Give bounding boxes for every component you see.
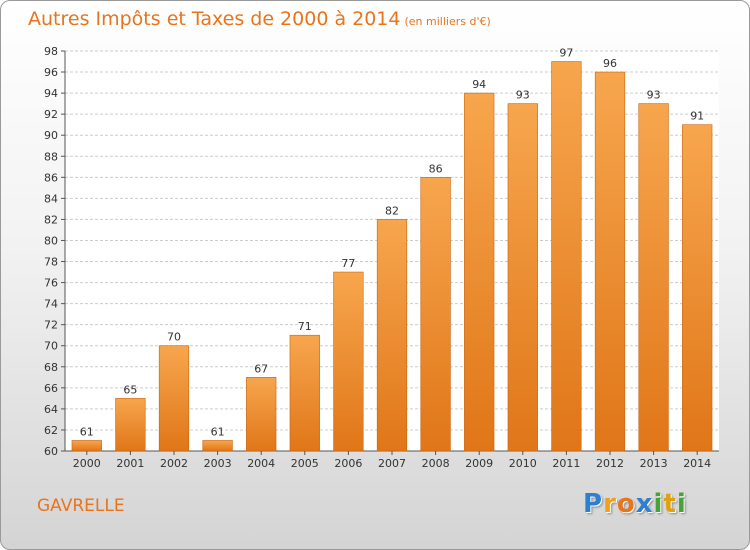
bar bbox=[333, 271, 364, 452]
data-label: 61 bbox=[80, 425, 94, 438]
y-tick-label: 98 bbox=[44, 45, 58, 58]
data-label: 61 bbox=[211, 425, 225, 438]
x-tick-label: 2010 bbox=[509, 457, 537, 470]
bar bbox=[202, 440, 233, 452]
data-label: 86 bbox=[429, 162, 443, 175]
x-tick-label: 2014 bbox=[683, 457, 711, 470]
data-label: 67 bbox=[254, 362, 268, 375]
chart-unit-note: (en milliers d'€) bbox=[404, 15, 491, 28]
y-tick-label: 82 bbox=[44, 213, 58, 226]
proxiti-logo: Proxiti bbox=[583, 489, 687, 519]
data-label: 71 bbox=[298, 320, 312, 333]
x-tick-label: 2009 bbox=[465, 457, 493, 470]
y-tick-label: 78 bbox=[44, 256, 58, 269]
data-label: 93 bbox=[647, 89, 661, 102]
data-label: 96 bbox=[603, 57, 617, 70]
y-tick-label: 80 bbox=[44, 234, 58, 247]
bar bbox=[507, 103, 538, 452]
y-tick-label: 76 bbox=[44, 277, 58, 290]
y-tick-label: 92 bbox=[44, 108, 58, 121]
chart-title: Autres Impôts et Taxes de 2000 à 2014 (en… bbox=[28, 8, 491, 30]
x-tick-label: 2007 bbox=[378, 457, 406, 470]
bar bbox=[594, 71, 626, 452]
x-tick-label: 2011 bbox=[552, 457, 580, 470]
bar bbox=[71, 440, 102, 452]
bar bbox=[246, 377, 277, 452]
data-label: 94 bbox=[472, 78, 486, 91]
bar bbox=[464, 92, 495, 452]
bar bbox=[682, 124, 713, 452]
logo-letter: i bbox=[653, 489, 664, 519]
y-tick-label: 62 bbox=[44, 424, 58, 437]
bar bbox=[158, 345, 190, 452]
y-tick-label: 88 bbox=[44, 150, 58, 163]
logo-letter: t bbox=[663, 489, 677, 519]
bar bbox=[289, 334, 320, 452]
data-label: 93 bbox=[516, 89, 530, 102]
y-tick-label: 72 bbox=[44, 319, 58, 332]
bar bbox=[551, 61, 582, 452]
bar bbox=[376, 219, 408, 452]
y-tick-label: 94 bbox=[44, 87, 58, 100]
x-tick-label: 2004 bbox=[247, 457, 275, 470]
chart-title-text: Autres Impôts et Taxes de 2000 à 2014 bbox=[28, 8, 401, 30]
data-label: 70 bbox=[167, 331, 181, 344]
y-tick-label: 74 bbox=[44, 298, 58, 311]
y-tick-label: 66 bbox=[44, 382, 58, 395]
x-tick-label: 2000 bbox=[73, 457, 101, 470]
data-label: 97 bbox=[559, 47, 573, 60]
bar bbox=[420, 177, 451, 452]
y-tick-label: 96 bbox=[44, 66, 58, 79]
y-tick-label: 84 bbox=[44, 192, 58, 205]
y-tick-label: 68 bbox=[44, 361, 58, 374]
x-tick-label: 2012 bbox=[596, 457, 624, 470]
data-label: 77 bbox=[341, 257, 355, 270]
bar bbox=[115, 398, 146, 452]
logo-letter: r bbox=[603, 489, 617, 519]
y-tick-label: 60 bbox=[44, 445, 58, 458]
x-tick-label: 2003 bbox=[204, 457, 232, 470]
x-tick-label: 2005 bbox=[291, 457, 319, 470]
x-tick-label: 2013 bbox=[640, 457, 668, 470]
y-tick-label: 86 bbox=[44, 171, 58, 184]
data-label: 82 bbox=[385, 204, 399, 217]
y-tick-label: 90 bbox=[44, 129, 58, 142]
x-tick-label: 2008 bbox=[422, 457, 450, 470]
bar bbox=[638, 103, 669, 452]
logo-letter: o bbox=[616, 489, 636, 519]
data-label: 65 bbox=[123, 383, 137, 396]
commune-name: GAVRELLE bbox=[37, 496, 125, 516]
logo-letter: x bbox=[635, 489, 654, 519]
logo-letter: P bbox=[583, 489, 604, 519]
data-label: 91 bbox=[690, 110, 704, 123]
x-tick-label: 2001 bbox=[116, 457, 144, 470]
x-tick-label: 2002 bbox=[160, 457, 188, 470]
y-tick-label: 70 bbox=[44, 340, 58, 353]
y-tick-label: 64 bbox=[44, 403, 58, 416]
logo-letter: i bbox=[676, 489, 687, 519]
x-tick-label: 2006 bbox=[334, 457, 362, 470]
